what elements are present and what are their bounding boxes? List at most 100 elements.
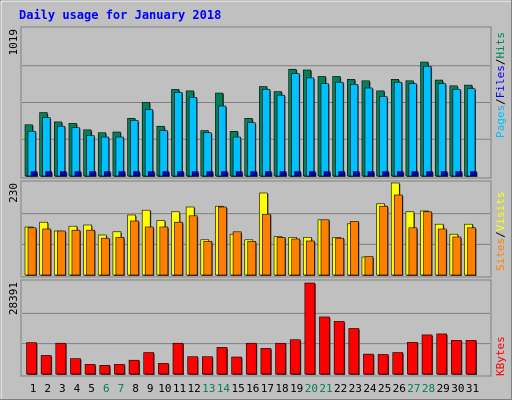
- sites-bar: [174, 221, 184, 276]
- files-bar: [306, 77, 315, 177]
- day-label: 7: [118, 382, 125, 395]
- sites-bar: [71, 229, 81, 276]
- day-label: 31: [466, 382, 479, 395]
- day-axis-labels: 1 2 3 4 5 6 7 8 9 10 11 12 13 14 15 16 17 18 19 20 21 22 23 24 2…: [30, 382, 479, 395]
- day-label: 17: [261, 382, 274, 395]
- sites-bar-face: [247, 241, 257, 276]
- sites-bar-face: [100, 237, 110, 276]
- sites-bar-face: [56, 230, 66, 276]
- pages-bar: [221, 171, 229, 177]
- sites-bar-face: [276, 237, 286, 276]
- pages-bar-face: [250, 171, 258, 177]
- kbytes-bar: [231, 356, 243, 375]
- pages-bar-face: [382, 171, 389, 177]
- mid-panel-bars: [24, 182, 477, 276]
- sites-bar-face: [27, 227, 37, 276]
- files-bar-face: [27, 130, 36, 177]
- pages-bar-face: [45, 171, 52, 177]
- kbytes-bar-face: [114, 364, 125, 375]
- sites-bar: [159, 226, 169, 276]
- pages-bar-face: [162, 171, 170, 177]
- pages-bar: [133, 171, 141, 177]
- kbytes-bar: [363, 353, 375, 375]
- sites-bar: [144, 226, 155, 276]
- pages-bar: [59, 171, 68, 177]
- kbytes-bar: [99, 365, 111, 375]
- pages-bar: [382, 171, 390, 177]
- pages-bar-face: [265, 171, 272, 177]
- kbytes-bar-face: [128, 359, 140, 375]
- kbytes-bar: [187, 356, 199, 375]
- pages-bar: [470, 171, 478, 177]
- sites-bar: [218, 206, 228, 276]
- bottom-max-label: 28391: [7, 282, 20, 315]
- day-label: 9: [147, 382, 154, 395]
- sites-bar-face: [408, 227, 418, 276]
- sites-bar-face: [71, 229, 81, 276]
- files-bar-face: [232, 136, 241, 177]
- files-bar-face: [452, 89, 461, 177]
- files-bar: [408, 83, 418, 177]
- files-bar-face: [306, 77, 315, 177]
- pages-bar-face: [323, 171, 331, 177]
- kbytes-bar-face: [407, 341, 418, 375]
- day-label: 5: [88, 382, 95, 395]
- pages-bar-face: [118, 171, 126, 177]
- sites-bar-face: [86, 229, 95, 276]
- pages-bar: [235, 171, 244, 177]
- ylabel-hits: Hits: [494, 32, 507, 59]
- files-bar: [115, 136, 125, 177]
- day-label: 30: [451, 382, 464, 395]
- day-label: 27: [407, 382, 420, 395]
- files-bar-face: [335, 81, 344, 177]
- files-bar-face: [218, 105, 227, 177]
- day-label: 29: [437, 382, 450, 395]
- files-bar: [247, 122, 257, 177]
- kbytes-bar: [172, 342, 184, 375]
- sites-bar-face: [393, 194, 403, 276]
- day-label: 3: [59, 382, 66, 395]
- sites-bar-face: [115, 237, 125, 276]
- kbytes-bar-face: [99, 365, 111, 375]
- sites-bar: [349, 221, 360, 276]
- pages-bar-face: [470, 171, 477, 177]
- files-bar-face: [467, 88, 476, 177]
- kbytes-bar: [289, 339, 302, 375]
- kbytes-bar-face: [231, 356, 242, 375]
- pages-bar: [177, 171, 185, 177]
- files-bar-face: [423, 66, 432, 177]
- files-bar-face: [115, 136, 124, 177]
- sites-bar: [364, 256, 374, 276]
- pages-bar: [191, 171, 200, 177]
- sites-bar: [56, 230, 67, 276]
- pages-bar-face: [103, 171, 111, 177]
- sites-bar: [203, 241, 213, 276]
- day-label: 28: [422, 382, 435, 395]
- day-label: 12: [188, 382, 201, 395]
- top-ylabel: Pages/Files/Hits: [494, 32, 507, 138]
- pages-bar-face: [440, 171, 448, 177]
- kbytes-bar: [55, 342, 67, 375]
- files-bar-face: [349, 84, 359, 177]
- kbytes-bar-face: [333, 321, 345, 375]
- day-label: 13: [202, 382, 215, 395]
- sites-bar: [232, 231, 243, 276]
- ylabel-pages: Pages: [494, 105, 507, 138]
- pages-bar: [45, 171, 53, 177]
- kbytes-bar: [158, 363, 170, 375]
- pages-bar: [162, 171, 170, 177]
- kbytes-bar-face: [436, 333, 448, 375]
- sites-bar-face: [467, 227, 476, 276]
- pages-bar: [279, 171, 288, 177]
- pages-bar-face: [367, 171, 375, 177]
- sites-bar-face: [306, 240, 315, 276]
- files-bar-face: [408, 83, 417, 177]
- files-bar: [159, 130, 169, 177]
- pages-bar-face: [279, 171, 287, 177]
- files-bar-face: [320, 83, 329, 177]
- pages-bar: [294, 171, 302, 177]
- pages-bar: [250, 171, 258, 177]
- kbytes-bar-face: [187, 356, 198, 375]
- day-label: 14: [217, 382, 231, 395]
- day-label: 26: [393, 382, 406, 395]
